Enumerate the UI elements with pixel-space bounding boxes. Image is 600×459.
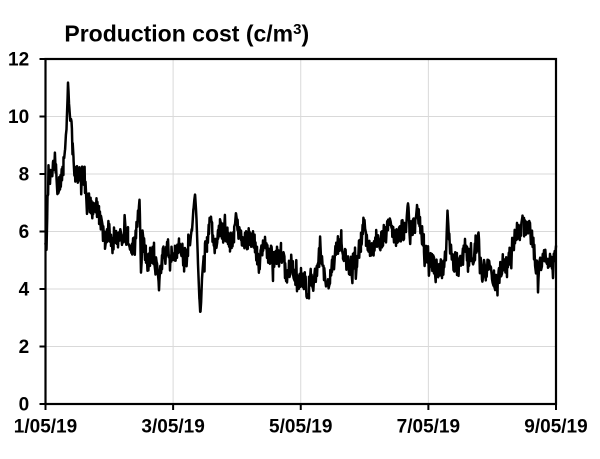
svg-text:3/05/19: 3/05/19 <box>141 417 204 438</box>
svg-text:9/05/19: 9/05/19 <box>524 417 587 438</box>
svg-text:5/05/19: 5/05/19 <box>269 417 332 438</box>
svg-text:4: 4 <box>19 280 30 301</box>
svg-text:8: 8 <box>19 165 30 186</box>
svg-text:7/05/19: 7/05/19 <box>397 417 460 438</box>
svg-text:0: 0 <box>19 395 30 416</box>
svg-text:12: 12 <box>8 50 29 71</box>
svg-text:2: 2 <box>19 337 30 358</box>
svg-text:6: 6 <box>19 222 30 243</box>
svg-text:1/05/19: 1/05/19 <box>14 417 77 438</box>
svg-text:Production cost (c/m3): Production cost (c/m3) <box>64 21 309 47</box>
svg-text:10: 10 <box>8 107 29 128</box>
